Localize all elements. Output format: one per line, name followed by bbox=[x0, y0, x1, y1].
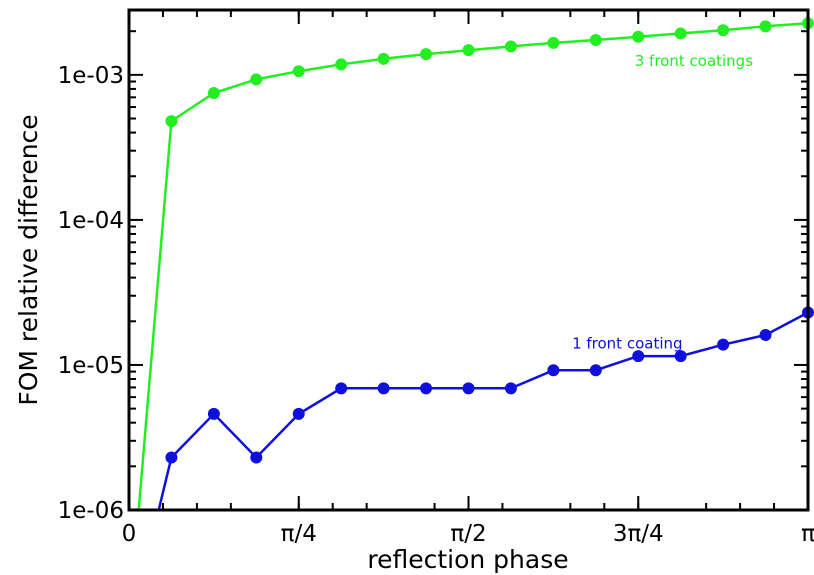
data-point bbox=[547, 364, 560, 377]
data-point bbox=[165, 451, 178, 464]
data-point bbox=[292, 407, 305, 420]
series-line-2 bbox=[157, 311, 809, 511]
y-axis-title: FOM relative difference bbox=[14, 114, 43, 405]
data-point bbox=[420, 382, 433, 395]
data-point bbox=[674, 27, 687, 40]
data-point bbox=[165, 115, 178, 128]
data-point bbox=[462, 44, 475, 57]
x-tick-label: π/4 bbox=[281, 521, 317, 547]
data-point bbox=[207, 407, 220, 420]
data-point bbox=[504, 382, 517, 395]
data-point bbox=[420, 48, 433, 61]
data-point bbox=[589, 364, 602, 377]
x-tick-label: π bbox=[801, 521, 814, 547]
data-point bbox=[377, 52, 390, 65]
data-point bbox=[674, 350, 687, 363]
data-point bbox=[759, 20, 772, 33]
x-axis-title: reflection phase bbox=[367, 545, 568, 574]
data-point bbox=[759, 328, 772, 341]
data-point bbox=[250, 451, 263, 464]
x-tick-label: π/2 bbox=[450, 521, 486, 547]
data-point bbox=[250, 73, 263, 86]
data-point bbox=[717, 24, 730, 37]
data-point bbox=[335, 58, 348, 71]
y-tick-label: 1e-05 bbox=[58, 353, 124, 379]
data-point bbox=[377, 382, 390, 395]
data-point bbox=[632, 350, 645, 363]
ticks-layer: 0 π/4 π/2 3π/4 π 1e-06 1e-05 1e-04 1e-03 bbox=[58, 10, 814, 547]
y-tick-label: 1e-03 bbox=[58, 63, 124, 89]
data-point bbox=[632, 30, 645, 43]
series-layer: 3 front coatings 1 front coating bbox=[137, 17, 814, 511]
plot-frame bbox=[127, 8, 810, 512]
data-point bbox=[717, 338, 730, 351]
y-tick-label: 1e-06 bbox=[58, 498, 124, 524]
x-tick-label: 0 bbox=[122, 521, 137, 547]
data-point bbox=[207, 86, 220, 99]
x-tick-label: 3π/4 bbox=[613, 521, 664, 547]
series-label-2: 1 front coating bbox=[572, 334, 682, 352]
y-tick-label: 1e-04 bbox=[58, 208, 124, 234]
series-label-1: 3 front coatings bbox=[635, 52, 753, 70]
data-point bbox=[504, 40, 517, 53]
data-point bbox=[462, 382, 475, 395]
series-line-1 bbox=[137, 21, 809, 511]
data-point bbox=[292, 65, 305, 78]
data-point bbox=[547, 36, 560, 49]
data-point bbox=[589, 33, 602, 46]
data-point bbox=[335, 382, 348, 395]
